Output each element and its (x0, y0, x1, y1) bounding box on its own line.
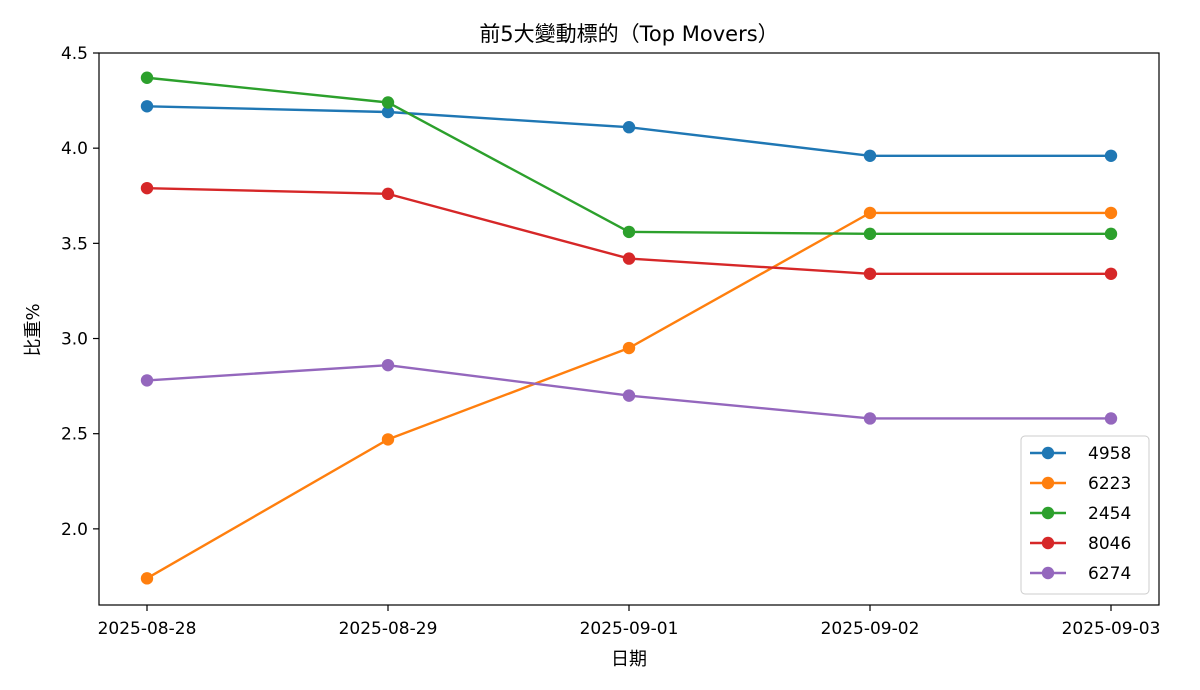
data-point-4958 (140, 100, 154, 113)
data-point-4958 (381, 105, 395, 119)
data-point-6274 (622, 389, 636, 402)
data-point-6223 (622, 341, 636, 355)
data-point-2454 (381, 96, 395, 109)
plot-area: 2.0 2.5 3.0 3.5 4.0 4.5 2025-08-28 2025-08-29 20… (61, 44, 1160, 639)
data-point-6274 (140, 374, 154, 387)
chart-title: 前5大變動標的（Top Movers） (479, 22, 778, 46)
y-tick-label: 3.0 (61, 330, 88, 350)
data-point-8046 (863, 267, 877, 280)
x-tick-label: 2025-09-01 (580, 619, 679, 639)
y-tick-label: 2.0 (61, 520, 88, 540)
legend-marker-8046 (1041, 536, 1055, 550)
data-point-6223 (140, 572, 154, 585)
data-point-4958 (622, 121, 636, 134)
x-tick-label: 2025-08-29 (339, 619, 438, 639)
data-point-4958 (1104, 149, 1118, 162)
legend-label-4958: 4958 (1088, 444, 1131, 464)
x-tick-label: 2025-08-28 (98, 619, 197, 639)
x-tick-label: 2025-09-03 (1062, 619, 1161, 639)
data-point-2454 (140, 71, 154, 84)
y-tick-label: 4.5 (61, 44, 88, 64)
data-point-8046 (381, 187, 395, 201)
data-point-2454 (1104, 227, 1118, 241)
legend-marker-2454 (1041, 506, 1055, 520)
legend-label-6223: 6223 (1088, 474, 1131, 494)
y-tick-label: 3.5 (61, 234, 88, 254)
data-point-8046 (140, 181, 154, 195)
x-tick-label: 2025-09-02 (821, 619, 920, 639)
legend-label-2454: 2454 (1088, 504, 1131, 524)
y-axis-label: 比重% (23, 303, 44, 356)
data-point-6223 (863, 206, 877, 220)
data-point-2454 (622, 225, 636, 239)
y-tick-label: 4.0 (61, 139, 88, 159)
x-axis-label: 日期 (611, 649, 647, 670)
legend-label-8046: 8046 (1088, 534, 1131, 554)
legend-marker-6274 (1041, 566, 1055, 580)
data-point-8046 (1104, 267, 1118, 280)
data-point-6223 (381, 433, 395, 446)
data-point-8046 (622, 252, 636, 265)
data-point-6223 (1104, 206, 1118, 220)
legend-box (1020, 435, 1150, 595)
data-point-6274 (1104, 412, 1118, 425)
y-tick-label: 2.5 (61, 425, 88, 445)
legend-marker-4958 (1041, 446, 1055, 460)
legend-label-6274: 6274 (1088, 564, 1131, 584)
plot-frame (98, 52, 1160, 606)
data-point-6274 (863, 412, 877, 425)
data-point-4958 (863, 149, 877, 162)
data-point-2454 (863, 227, 877, 241)
data-point-6274 (381, 358, 395, 372)
legend-marker-6223 (1041, 476, 1055, 490)
